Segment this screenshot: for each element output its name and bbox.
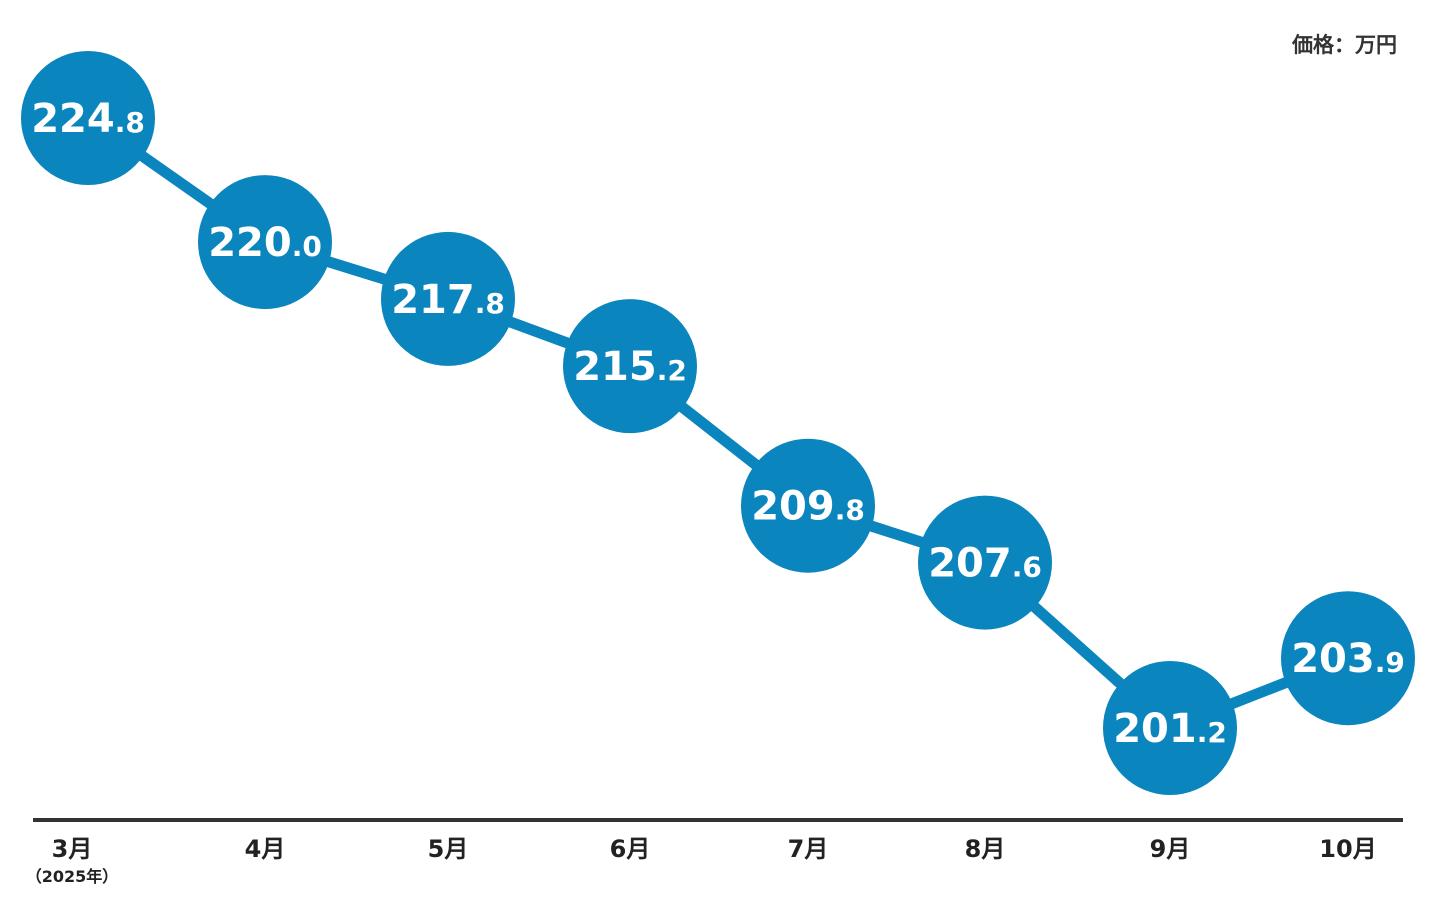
data-point-marker xyxy=(1103,661,1237,795)
data-label-integer: 215 xyxy=(573,344,657,390)
x-tick-sublabel: （2025年） xyxy=(26,867,119,886)
data-label: 209.8 xyxy=(751,484,865,530)
data-label-decimal: .6 xyxy=(1012,551,1042,584)
x-tick-label: 5月 xyxy=(428,835,469,863)
data-label-integer: 203 xyxy=(1291,636,1375,682)
data-label: 215.2 xyxy=(573,344,687,390)
data-label-decimal: .0 xyxy=(292,230,322,263)
data-label-decimal: .8 xyxy=(115,106,145,139)
x-tick-label: 6月 xyxy=(610,835,651,863)
data-point: 220.0 xyxy=(198,175,332,310)
data-label-integer: 224 xyxy=(31,96,115,142)
unit-label: 価格：万円 xyxy=(1291,33,1397,57)
data-label-integer: 201 xyxy=(1113,706,1197,752)
data-point-marker xyxy=(381,231,515,366)
data-label-decimal: .8 xyxy=(475,287,505,320)
data-point: 217.8 xyxy=(381,231,515,366)
data-point-marker xyxy=(1281,591,1415,726)
data-point-marker xyxy=(563,299,697,434)
x-tick-label: 10月 xyxy=(1319,835,1376,863)
x-tick-label: 3月 xyxy=(52,835,93,863)
data-label-decimal: .2 xyxy=(1197,716,1227,749)
data-label-integer: 220 xyxy=(208,220,292,266)
data-point: 224.8 xyxy=(21,51,155,185)
data-label: 217.8 xyxy=(391,277,505,323)
data-label-decimal: .2 xyxy=(657,354,687,387)
data-point-marker xyxy=(918,495,1052,630)
x-tick-label: 7月 xyxy=(788,835,829,863)
data-point: 207.6 xyxy=(918,495,1052,630)
data-label-integer: 217 xyxy=(391,277,475,323)
data-label: 220.0 xyxy=(208,220,322,266)
data-point-marker xyxy=(21,51,155,185)
data-label: 203.9 xyxy=(1291,636,1405,682)
data-label-decimal: .8 xyxy=(835,494,865,527)
data-point: 209.8 xyxy=(741,438,875,573)
x-tick-label: 9月 xyxy=(1150,835,1191,863)
x-tick-label: 8月 xyxy=(965,835,1006,863)
data-point-marker xyxy=(741,438,875,573)
data-point: 203.9 xyxy=(1281,591,1415,726)
data-point-marker xyxy=(198,175,332,310)
data-label-decimal: .9 xyxy=(1375,646,1405,679)
data-label: 201.2 xyxy=(1113,706,1227,752)
data-label: 207.6 xyxy=(928,541,1042,587)
data-label-integer: 207 xyxy=(928,541,1012,587)
data-point: 201.2 xyxy=(1103,661,1237,795)
x-axis-labels: 3月 （2025年） 4月 5月 6月 7月 8月 9月 10月 xyxy=(26,835,1377,886)
data-point: 215.2 xyxy=(563,299,697,434)
data-label-integer: 209 xyxy=(751,484,835,530)
x-tick-label: 4月 xyxy=(245,835,286,863)
data-label: 224.8 xyxy=(31,96,145,142)
